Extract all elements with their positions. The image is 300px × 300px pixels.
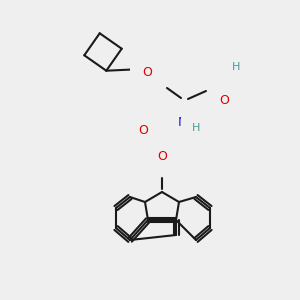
Text: O: O (220, 68, 230, 80)
Text: O: O (157, 151, 167, 164)
Text: H: H (232, 62, 240, 72)
Text: O: O (142, 65, 152, 79)
Text: O: O (219, 94, 229, 106)
Polygon shape (181, 105, 185, 115)
Text: N: N (178, 116, 188, 128)
Text: O: O (138, 124, 148, 137)
Text: H: H (192, 123, 200, 133)
